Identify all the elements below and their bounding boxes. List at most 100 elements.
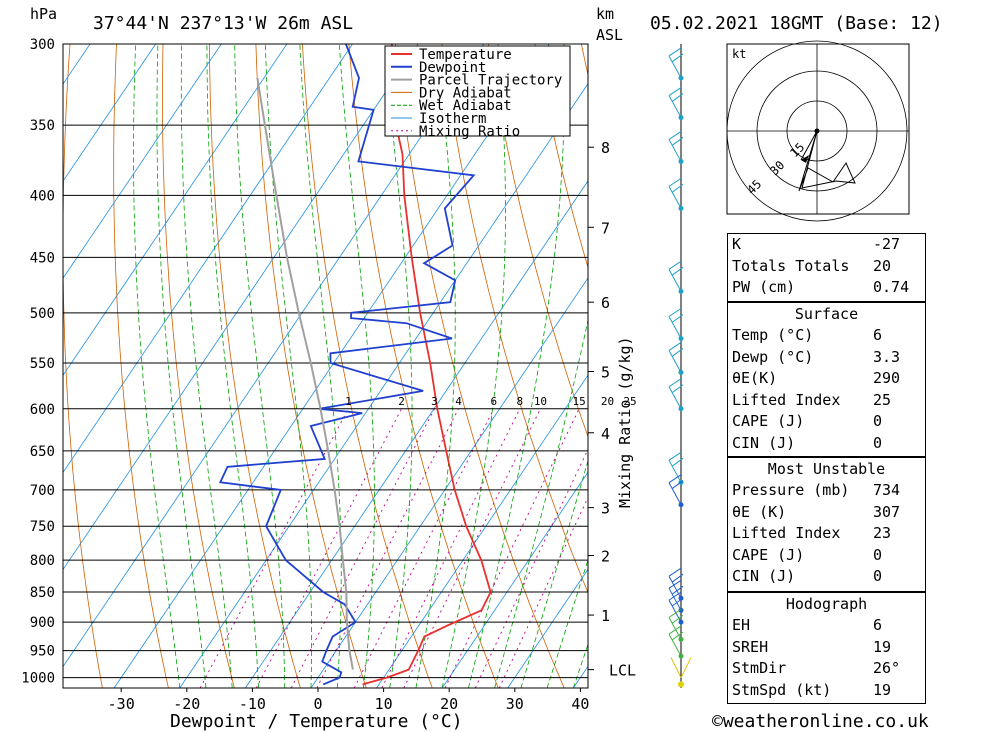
- dry-adiabat-line: [534, 44, 588, 269]
- most-unstable-value: 307: [873, 502, 901, 521]
- wind-dot: [678, 115, 684, 121]
- wind-dot: [678, 158, 684, 164]
- km-tick-label: 7: [601, 219, 610, 237]
- km-tick-label: 5: [601, 364, 610, 382]
- wind-dot: [678, 335, 684, 341]
- km-tick-label: 3: [601, 500, 610, 518]
- surface-label: Lifted Index: [732, 390, 841, 409]
- pressure-tick-label: 900: [30, 615, 55, 631]
- surface-value: 0: [873, 412, 883, 430]
- wind-dot: [678, 619, 684, 625]
- legend-label: Wet Adiabat: [419, 98, 512, 114]
- hodograph-table: Hodograph EH 6 SREH 19 StmDir 26° StmSpd (kt) 1…: [727, 592, 926, 704]
- profile-series: [218, 44, 492, 686]
- km-tick-label: 2: [601, 548, 610, 566]
- wind-barb: [668, 378, 684, 410]
- wind-dot: [678, 406, 684, 412]
- x-tick-label: 40: [571, 695, 589, 713]
- km-tick-label: 6: [601, 294, 610, 312]
- storm-motion-arrow: [801, 155, 809, 163]
- legend-label: Dry Adiabat: [419, 85, 512, 101]
- surface-label: CAPE (J): [732, 412, 805, 430]
- isotherm-line: [245, 180, 588, 688]
- most-unstable-label: CIN (J): [732, 567, 796, 585]
- dry-adiabat-line: [113, 44, 169, 688]
- series-dewpoint: [218, 44, 476, 686]
- hodograph-stat-row: EH 6: [728, 615, 925, 637]
- surface-row: Temp (°C) 6: [728, 325, 925, 347]
- wet-adiabat-line: [546, 558, 588, 688]
- wind-barb-surface: [670, 657, 692, 678]
- surface-value: 3.3: [873, 347, 901, 366]
- hodograph-stat-row: StmSpd (kt) 19: [728, 680, 925, 702]
- hodograph-stat-value: 26°: [873, 659, 901, 677]
- surface-row: Dewp (°C) 3.3: [728, 347, 925, 369]
- mixing-ratio-axis-title: Mixing Ratio (g/kg): [616, 336, 634, 508]
- wind-barb: [668, 131, 684, 162]
- wind-dot: [678, 653, 684, 659]
- lcl-label: LCL: [609, 662, 636, 680]
- legend-label: Isotherm: [419, 111, 486, 127]
- index-row: PW (cm) 0.74: [728, 277, 925, 299]
- mixing-ratio-label: 25: [623, 395, 636, 408]
- hodograph-stat-value: 19: [873, 680, 892, 699]
- isotherm-line: [113, 44, 550, 688]
- mixing-ratio-line: [403, 408, 541, 688]
- surface-title: Surface: [794, 305, 859, 323]
- wind-profile: [668, 44, 692, 688]
- wind-barb: [668, 579, 684, 611]
- mixing-ratio-line: [316, 408, 459, 688]
- most-unstable-value: 734: [873, 481, 901, 499]
- mixing-ratio-label: 10: [534, 395, 547, 408]
- x-tick-label: -30: [108, 695, 135, 713]
- legend-label: Parcel Trajectory: [419, 73, 562, 89]
- hodograph-stat-label: StmSpd (kt): [732, 680, 832, 699]
- wind-dot: [678, 75, 684, 81]
- km-tick-label: 1: [601, 607, 610, 625]
- isotherm-line: [310, 277, 588, 688]
- wind-dot: [678, 636, 684, 642]
- wind-dot: [678, 502, 684, 508]
- mixing-ratio-line: [498, 496, 588, 688]
- isotherm-line: [63, 44, 157, 182]
- isotherm-line: [179, 83, 588, 688]
- pressure-tick-label: 300: [30, 37, 55, 53]
- index-value: 20: [873, 256, 892, 275]
- isotherm-line: [0, 44, 24, 688]
- surface-value: 6: [873, 326, 883, 344]
- hodograph-origin: [814, 128, 820, 134]
- wind-barb: [668, 87, 684, 118]
- wet-adiabat-line: [180, 44, 233, 688]
- surface-label: Dewp (°C): [732, 347, 814, 366]
- datetime-title: 05.02.2021 18GMT (Base: 12): [650, 13, 943, 34]
- hodograph-stat-label: StmDir: [732, 659, 787, 677]
- dry-adiabat-line: [441, 44, 588, 594]
- index-row: K -27: [728, 234, 925, 256]
- wind-barb: [668, 308, 684, 339]
- most-unstable-value: 0: [873, 545, 883, 564]
- wind-dot-surface: [678, 681, 684, 688]
- mixing-ratio-label: 1: [345, 395, 352, 408]
- surface-value: 0: [873, 433, 883, 452]
- hodograph-stat-value: 19: [873, 637, 892, 656]
- isotherm-line: [441, 471, 588, 688]
- wet-adiabat-line: [338, 44, 375, 688]
- isotherm-line: [63, 44, 222, 279]
- surface-row: θE(K) 290: [728, 368, 925, 390]
- hodograph-stat-label: SREH: [732, 637, 769, 656]
- wind-dot: [678, 288, 684, 294]
- pressure-tick-label: 850: [30, 585, 55, 601]
- wind-barb: [668, 260, 684, 292]
- most-unstable-row: Pressure (mb) 734: [728, 480, 925, 502]
- hodograph-title: Hodograph: [785, 595, 868, 613]
- isotherm-line: [63, 44, 288, 377]
- pressure-tick-label: 600: [30, 402, 55, 418]
- series-parcel-trajectory: [256, 77, 354, 670]
- pressure-tick-label: 700: [30, 483, 55, 499]
- x-tick-label: 0: [313, 695, 322, 713]
- most-unstable-row: θE (K) 307: [728, 502, 925, 524]
- pressure-tick-label: 500: [30, 306, 55, 322]
- index-row: Totals Totals 20: [728, 256, 925, 278]
